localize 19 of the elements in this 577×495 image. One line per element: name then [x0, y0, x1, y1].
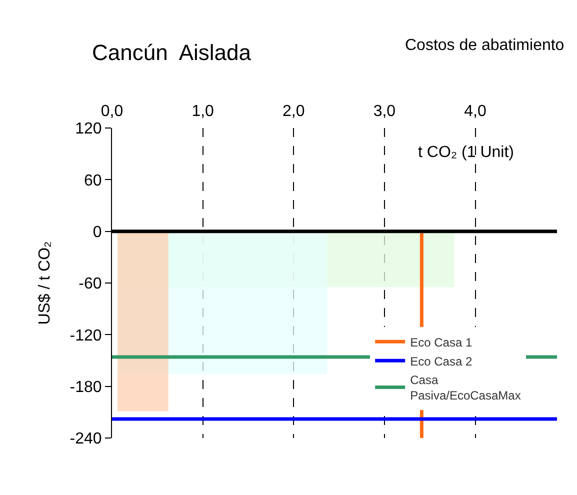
x-tick-label: 0,0	[100, 102, 124, 120]
chart-title: Cancún Aislada	[92, 40, 252, 65]
legend-label: Casa Pasiva/EcoCasaMax	[410, 373, 521, 403]
legend-label: Eco Casa 2	[410, 354, 472, 368]
y-tick-label: -120	[70, 327, 102, 344]
y-tick-label: -180	[70, 378, 102, 396]
y-tick-label: -240	[70, 430, 102, 448]
chart-subtitle: Costos de abatimiento	[405, 37, 564, 54]
x-tick-label: 4,0	[464, 102, 486, 120]
x-tick-label: 2,0	[282, 102, 305, 120]
y-tick-label: 0	[92, 224, 102, 241]
x-tick-label: 1,0	[192, 102, 214, 120]
x-tick-label: 3,0	[373, 102, 396, 120]
y-tick-label: 60	[84, 172, 102, 190]
y-axis-title: US$ / t CO₂	[36, 241, 54, 325]
y-tick-label: 120	[75, 120, 102, 138]
legend-label: Eco Casa 1	[410, 335, 472, 350]
x-axis-title: t CO₂ (1 Unit)	[418, 144, 514, 161]
y-tick-label: -60	[78, 276, 102, 293]
